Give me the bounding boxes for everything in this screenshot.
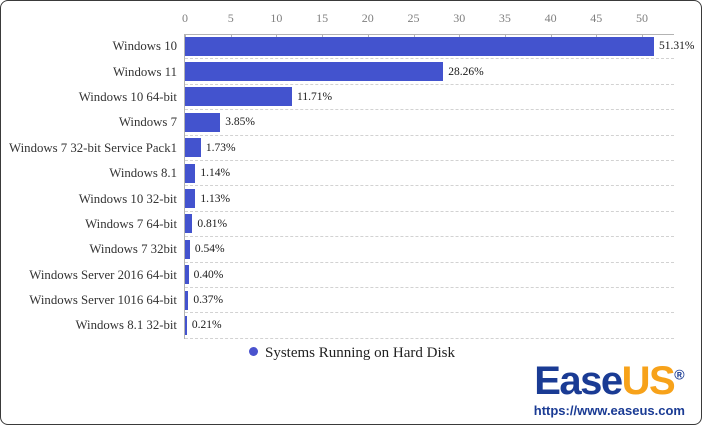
logo-us-text: US [621, 359, 676, 403]
table-row: Windows Server 1016 64-bit 0.37% [1, 288, 701, 314]
bar [185, 138, 201, 158]
row-plot-area: 1.13% [185, 186, 674, 212]
value-label: 0.40% [193, 268, 224, 281]
category-label: Windows 10 32-bit [78, 191, 177, 206]
row-plot-area: 0.21% [185, 313, 674, 339]
row-plot-area: 0.81% [185, 212, 674, 238]
table-row: Windows 10 64-bit 11.71% [1, 85, 701, 111]
bar [185, 290, 189, 310]
table-row: Windows 8.1 1.14% [1, 161, 701, 187]
row-plot-area: 28.26% [185, 59, 674, 85]
category-label: Windows 7 32-bit Service Pack1 [9, 140, 177, 155]
x-axis-tick-mark [459, 34, 461, 38]
row-plot-area: 1.14% [185, 161, 674, 187]
value-label: 0.37% [193, 294, 224, 307]
table-row: Windows 7 32bit 0.54% [1, 237, 701, 263]
category-label: Windows 10 [112, 39, 177, 54]
value-label: 0.81% [197, 217, 228, 230]
bar [185, 315, 187, 335]
value-label: 28.26% [448, 65, 484, 78]
value-label: 1.73% [205, 141, 236, 154]
x-axis-tick-mark [596, 34, 598, 38]
x-axis-tick-label: 15 [316, 11, 329, 25]
easeus-wordmark: EaseUS® [534, 360, 685, 402]
value-label: 0.54% [194, 243, 225, 256]
bar-rows: Windows 10 51.31% Windows 11 28.26% Windows … [1, 34, 701, 339]
x-axis-tick-label: 40 [544, 11, 557, 25]
x-axis-tick-label: 45 [590, 11, 603, 25]
value-label: 3.85% [225, 116, 255, 129]
row-plot-area: 1.73% [185, 136, 674, 161]
x-axis-tick-label: 35 [498, 11, 511, 25]
value-label: 51.31% [658, 40, 695, 53]
row-plot-area: 0.54% [185, 237, 674, 263]
x-axis-tick-mark [413, 34, 415, 38]
y-axis-line [184, 34, 185, 339]
registered-trademark-icon: ® [674, 366, 685, 383]
value-label: 11.71% [297, 90, 333, 103]
table-row: Windows 7 64-bit 0.81% [1, 212, 701, 238]
category-label: Windows 7 [118, 115, 177, 130]
legend: Systems Running on Hard Disk [1, 344, 701, 362]
category-label: Windows 7 64-bit [85, 216, 177, 231]
legend-marker-icon [248, 347, 258, 356]
table-row: Windows Server 2016 64-bit 0.40% [1, 263, 701, 288]
x-axis-tick-label: 25 [407, 11, 420, 25]
bar [185, 36, 654, 56]
x-axis-tick-mark [322, 34, 324, 38]
category-label: Windows 8.1 32-bit [75, 318, 177, 333]
value-label: 1.13% [200, 192, 231, 205]
bar [185, 239, 190, 259]
row-plot-area: 0.40% [185, 263, 674, 288]
value-label: 0.21% [191, 319, 222, 332]
bar [185, 189, 196, 209]
table-row: Windows 11 28.26% [1, 59, 701, 85]
bar [185, 214, 193, 234]
row-plot-area: 3.85% [185, 110, 674, 136]
x-axis-tick-label: 0 [182, 11, 188, 25]
category-label: Windows 7 32bit [89, 242, 177, 257]
value-label: 1.14% [200, 167, 231, 180]
easeus-logo: EaseUS® https://www.easeus.com [534, 360, 685, 418]
x-axis-tick-mark [230, 34, 232, 38]
x-axis-tick-mark [367, 34, 369, 38]
category-label: Windows 8.1 [109, 166, 177, 181]
x-axis-tick-label: 50 [636, 11, 648, 25]
website-url[interactable]: https://www.easeus.com [533, 403, 685, 418]
x-axis-tick-mark [276, 34, 278, 38]
table-row: Windows 10 32-bit 1.13% [1, 186, 701, 212]
bar [185, 163, 196, 183]
table-row: Windows 7 32-bit Service Pack1 1.73% [1, 136, 701, 161]
category-label: Windows 10 64-bit [78, 89, 177, 104]
bar [185, 62, 444, 82]
row-plot-area: 0.37% [185, 288, 674, 314]
legend-label: Systems Running on Hard Disk [264, 345, 455, 361]
category-label: Windows Server 1016 64-bit [29, 293, 177, 308]
category-label: Windows Server 2016 64-bit [29, 267, 177, 282]
bar [185, 87, 293, 107]
x-axis-tick-label: 10 [270, 11, 283, 25]
x-axis-tick-mark [642, 34, 643, 38]
category-label: Windows 11 [112, 64, 177, 79]
bar [185, 265, 189, 285]
x-axis: 0 5 10 15 20 25 30 35 40 45 50 [182, 1, 674, 38]
x-axis-tick-label: 5 [227, 11, 234, 25]
table-row: Windows 10 51.31% [1, 34, 701, 60]
bar [185, 112, 221, 132]
table-row: Windows 8.1 32-bit 0.21% [1, 313, 701, 339]
x-axis-tick-label: 20 [361, 11, 374, 25]
x-axis-tick-mark [185, 34, 186, 38]
row-plot-area: 11.71% [185, 85, 674, 111]
logo-ease-text: Ease [534, 359, 623, 403]
x-axis-tick-mark [550, 34, 552, 38]
x-axis-tick-mark [504, 34, 506, 38]
x-axis-tick-label: 30 [453, 11, 466, 25]
row-plot-area: 51.31% [185, 34, 694, 60]
table-row: Windows 7 3.85% [1, 110, 701, 136]
